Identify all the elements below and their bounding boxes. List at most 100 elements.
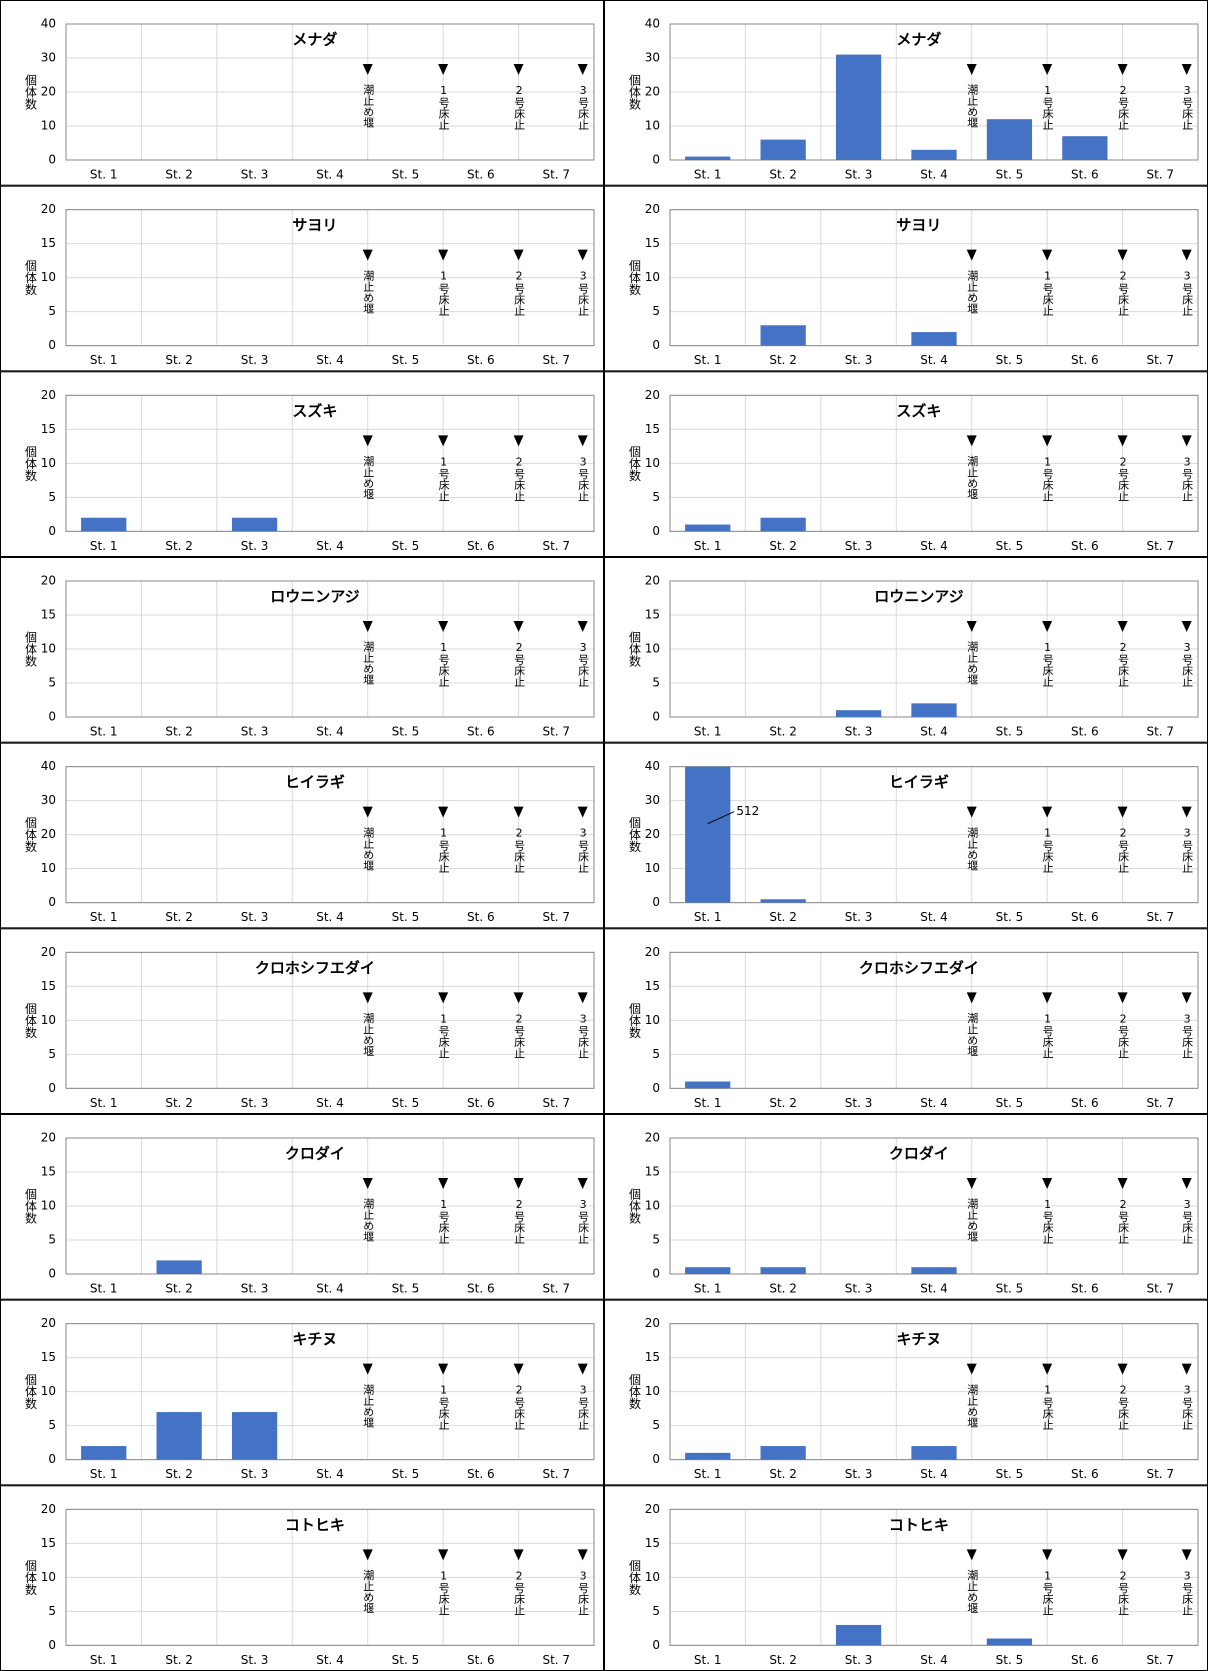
annotation: 3号床止 — [1181, 827, 1194, 873]
panel-border — [0, 0, 604, 186]
chart-title: ヒイラギ — [889, 773, 949, 791]
x-tick-label: St. 4 — [316, 539, 344, 553]
annotation: 2号床止 — [1117, 1198, 1130, 1244]
marker-triangle — [1117, 64, 1128, 75]
marker-triangle — [966, 806, 977, 818]
y-axis-label: 個体数 — [628, 1188, 642, 1225]
bar — [685, 156, 731, 160]
annotation: 潮止め堰 — [966, 268, 979, 313]
y-tick-label: 10 — [645, 642, 660, 656]
y-tick-label: 5 — [652, 304, 660, 318]
y-tick-label: 0 — [48, 1638, 56, 1652]
x-tick-label: St. 5 — [392, 353, 420, 367]
marker-triangle — [1181, 435, 1192, 447]
marker-triangle — [362, 621, 373, 632]
x-tick-label: St. 1 — [694, 1653, 722, 1667]
y-tick-label: 15 — [645, 236, 660, 250]
annotation: 1号床止 — [437, 1198, 450, 1244]
x-tick-label: St. 4 — [920, 1096, 948, 1110]
x-tick-label: St. 7 — [542, 725, 570, 739]
y-tick-label: 20 — [645, 1502, 660, 1516]
y-axis-label: 個体数 — [628, 74, 642, 111]
y-tick-label: 5 — [48, 490, 56, 504]
x-tick-label: St. 1 — [90, 1467, 118, 1481]
annotation: 2号床止 — [1117, 1012, 1130, 1058]
y-tick-label: 0 — [48, 1081, 56, 1095]
x-tick-label: St. 2 — [165, 1653, 193, 1667]
bar — [760, 1446, 806, 1460]
y-axis-label: 個体数 — [628, 1373, 642, 1410]
marker-triangle — [513, 621, 524, 632]
x-tick-label: St. 3 — [845, 168, 873, 182]
annotation: 2号床止 — [1117, 1384, 1130, 1430]
plot-border — [65, 951, 595, 1089]
annotation: 潮止め堰 — [966, 640, 979, 685]
x-tick-label: St. 3 — [241, 1653, 269, 1667]
y-tick-label: 0 — [652, 895, 660, 909]
x-tick-label: St. 1 — [90, 1096, 118, 1110]
annotation: 2号床止 — [513, 1012, 526, 1058]
chart-title: スズキ — [896, 402, 941, 420]
y-tick-label: 30 — [645, 51, 660, 65]
panel-border — [0, 742, 604, 929]
marker-triangle — [362, 435, 373, 447]
x-tick-label: St. 3 — [241, 168, 269, 182]
y-tick-label: 10 — [41, 861, 56, 875]
marker-triangle — [1117, 621, 1128, 632]
annotation: 3号床止 — [577, 1012, 590, 1058]
y-tick-label: 15 — [645, 1536, 660, 1550]
annotation: 2号床止 — [1117, 827, 1130, 873]
x-tick-label: St. 6 — [467, 910, 495, 924]
x-tick-label: St. 2 — [165, 353, 193, 367]
annotation: 2号床止 — [513, 1384, 526, 1430]
marker-triangle — [362, 249, 373, 261]
annotation: 潮止め堰 — [362, 83, 375, 128]
y-tick-label: 0 — [48, 524, 56, 538]
y-tick-label: 5 — [48, 1233, 56, 1247]
x-tick-label: St. 4 — [316, 910, 344, 924]
y-axis-label: 個体数 — [628, 445, 642, 482]
y-tick-label: 5 — [48, 1047, 56, 1061]
chart-title: キチヌ — [292, 1330, 337, 1348]
annotation: 1号床止 — [437, 641, 450, 687]
marker-triangle — [438, 435, 449, 447]
y-tick-label: 30 — [41, 51, 56, 65]
annotation: 1号床止 — [437, 1569, 450, 1615]
x-tick-label: St. 3 — [845, 539, 873, 553]
marker-triangle — [1042, 806, 1053, 818]
marker-triangle — [513, 806, 524, 818]
annotation: 潮止め堰 — [966, 1011, 979, 1056]
annotation: 潮止め堰 — [966, 1382, 979, 1427]
marker-triangle — [577, 621, 588, 632]
y-tick-label: 0 — [652, 1267, 660, 1281]
x-tick-label: St. 2 — [769, 353, 797, 367]
marker-triangle — [966, 621, 977, 632]
x-tick-label: St. 7 — [542, 1282, 570, 1296]
marker-triangle — [577, 249, 588, 261]
y-axis-label: 個体数 — [24, 259, 38, 296]
x-tick-label: St. 6 — [467, 1467, 495, 1481]
marker-triangle — [577, 1178, 588, 1189]
y-tick-label: 10 — [41, 1199, 56, 1213]
marker-triangle — [577, 806, 588, 818]
y-tick-label: 0 — [48, 1452, 56, 1466]
annotation: 1号床止 — [1041, 84, 1054, 130]
plot-border — [65, 1137, 595, 1275]
y-tick-label: 5 — [48, 304, 56, 318]
annotation: 1号床止 — [437, 1384, 450, 1430]
marker-triangle — [577, 1363, 588, 1375]
x-tick-label: St. 3 — [845, 1096, 873, 1110]
plot-border — [669, 951, 1199, 1089]
y-tick-label: 5 — [652, 1047, 660, 1061]
annotation: 3号床止 — [577, 1384, 590, 1430]
y-tick-label: 15 — [41, 1536, 56, 1550]
x-tick-label: St. 3 — [845, 910, 873, 924]
x-tick-label: St. 7 — [542, 539, 570, 553]
plot-border — [65, 394, 595, 532]
bar — [1062, 136, 1108, 160]
y-tick-label: 0 — [48, 153, 56, 167]
x-tick-label: St. 6 — [467, 539, 495, 553]
